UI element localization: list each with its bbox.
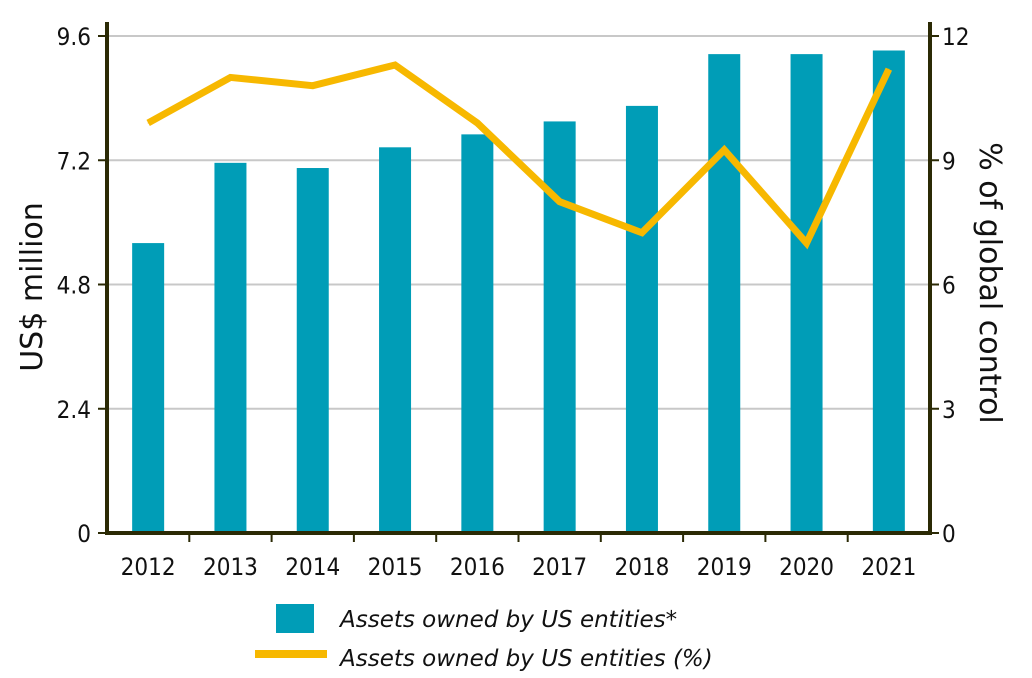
bar	[296, 168, 329, 533]
line-point	[888, 68, 890, 70]
bar	[379, 147, 412, 533]
axes	[98, 22, 939, 542]
line-point	[229, 76, 231, 78]
tick-labels: 0 2.4 4.8 7.2 9.6 0 3 6 9 12 2012 2013 2014 2015 2016 2…	[57, 23, 970, 581]
x-tick-label: 2013	[203, 553, 258, 581]
y2-tick-label: 9	[942, 147, 956, 175]
bar	[461, 134, 494, 534]
legend-swatch-bars	[276, 604, 314, 633]
x-tick-label: 2015	[368, 553, 423, 581]
bar	[790, 54, 823, 534]
line-point	[806, 242, 808, 244]
line-point	[147, 122, 149, 124]
x-tick-label: 2016	[450, 553, 505, 581]
x-tick-label: 2020	[779, 553, 834, 581]
y2-tick-label: 3	[942, 396, 956, 424]
bar	[543, 121, 576, 533]
y2-tick-label: 6	[942, 272, 956, 300]
line-point	[723, 149, 725, 151]
line-point	[476, 122, 478, 124]
x-tick-label: 2017	[532, 553, 587, 581]
line-series	[146, 61, 893, 250]
y-tick-label: 7.2	[57, 147, 91, 175]
y-tick-label: 4.8	[57, 272, 91, 300]
y-tick-label: 9.6	[57, 23, 91, 51]
y2-tick-label: 0	[942, 520, 956, 548]
y-axis-title: US$ million	[15, 202, 50, 372]
y-tick-label: 0	[77, 520, 91, 548]
bar-series	[132, 50, 905, 534]
x-tick-label: 2014	[285, 553, 340, 581]
y2-axis-title: % of global control	[972, 142, 1007, 424]
bar	[132, 243, 165, 534]
x-tick-label: 2021	[861, 553, 916, 581]
line-point	[641, 232, 643, 234]
line-point	[312, 85, 314, 87]
line-point	[559, 201, 561, 203]
x-tick-label: 2018	[614, 553, 669, 581]
bar	[214, 162, 247, 533]
x-tick-label: 2019	[697, 553, 752, 581]
legend-label-bars: Assets owned by US entities*	[338, 607, 677, 633]
y2-tick-label: 12	[942, 23, 969, 51]
bar	[872, 50, 905, 533]
legend-label-line: Assets owned by US entities (%)	[338, 646, 713, 672]
line-point	[394, 64, 396, 66]
series-line	[146, 61, 893, 250]
legend-swatch-line	[255, 650, 327, 658]
x-tick-label: 2012	[121, 553, 176, 581]
bar	[625, 105, 658, 533]
legend: Assets owned by US entities* Assets owne…	[255, 604, 713, 672]
bar	[708, 54, 741, 534]
y-tick-label: 2.4	[57, 396, 91, 424]
